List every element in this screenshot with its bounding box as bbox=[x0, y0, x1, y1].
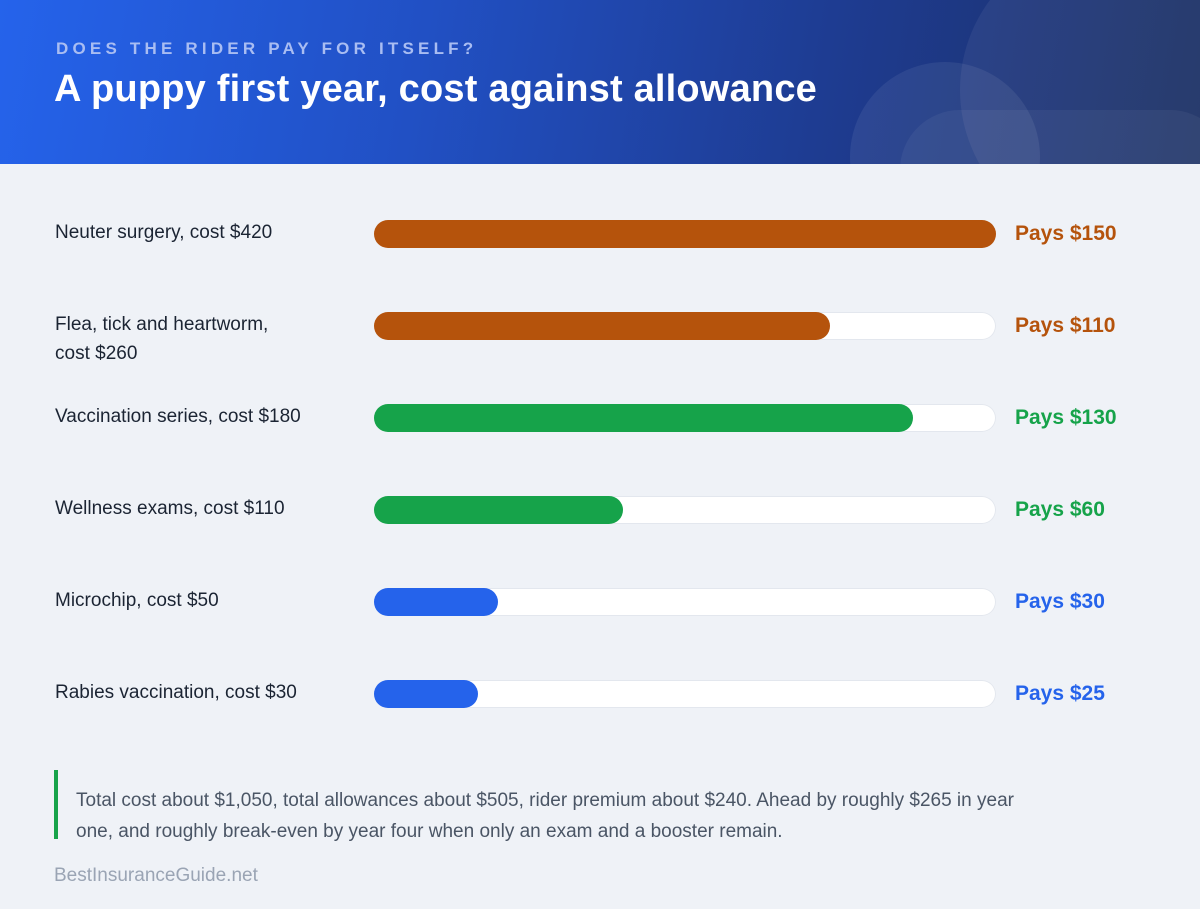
decorative-cloud bbox=[960, 0, 1200, 164]
bar-fill bbox=[374, 404, 913, 432]
bar-track bbox=[374, 220, 996, 248]
chart-row: Vaccination series, cost $180 Pays $130 bbox=[0, 402, 1200, 472]
chart-row: Rabies vaccination, cost $30 Pays $25 bbox=[0, 678, 1200, 748]
value-label: Pays $25 bbox=[1015, 682, 1105, 705]
page-title: A puppy first year, cost against allowan… bbox=[54, 68, 818, 110]
summary-note: Total cost about $1,050, total allowance… bbox=[54, 770, 1054, 842]
chart-row: Neuter surgery, cost $420 Pays $150 bbox=[0, 218, 1200, 288]
header-banner: DOES THE RIDER PAY FOR ITSELF? A puppy f… bbox=[0, 0, 1200, 164]
category-label: Rabies vaccination, cost $30 bbox=[55, 682, 297, 703]
eyebrow-text: DOES THE RIDER PAY FOR ITSELF? bbox=[56, 39, 478, 58]
bar-fill bbox=[374, 220, 996, 248]
bar-track bbox=[374, 588, 996, 616]
bar-fill bbox=[374, 680, 478, 708]
chart-row: Wellness exams, cost $110 Pays $60 bbox=[0, 494, 1200, 564]
value-label: Pays $30 bbox=[1015, 590, 1105, 613]
category-label: Neuter surgery, cost $420 bbox=[55, 222, 273, 243]
value-label: Pays $60 bbox=[1015, 498, 1105, 521]
bar-track bbox=[374, 312, 996, 340]
chart-row: Flea, tick and heartworm, cost $260 Pays … bbox=[0, 310, 1200, 380]
value-label: Pays $130 bbox=[1015, 406, 1117, 429]
value-label: Pays $150 bbox=[1015, 222, 1117, 245]
chart-row: Microchip, cost $50 Pays $30 bbox=[0, 586, 1200, 656]
bar-track bbox=[374, 680, 996, 708]
bar-fill bbox=[374, 588, 498, 616]
bar-fill bbox=[374, 496, 623, 524]
category-label: Wellness exams, cost $110 bbox=[55, 498, 285, 519]
bar-fill bbox=[374, 312, 830, 340]
decorative-cloud bbox=[900, 110, 1200, 164]
category-label: Flea, tick and heartworm, cost $260 bbox=[55, 314, 269, 364]
value-label: Pays $110 bbox=[1015, 314, 1116, 337]
bar-track bbox=[374, 496, 996, 524]
category-label: Microchip, cost $50 bbox=[55, 590, 219, 611]
category-label: Vaccination series, cost $180 bbox=[55, 406, 301, 427]
bar-track bbox=[374, 404, 996, 432]
source-footer: BestInsuranceGuide.net bbox=[54, 865, 258, 886]
